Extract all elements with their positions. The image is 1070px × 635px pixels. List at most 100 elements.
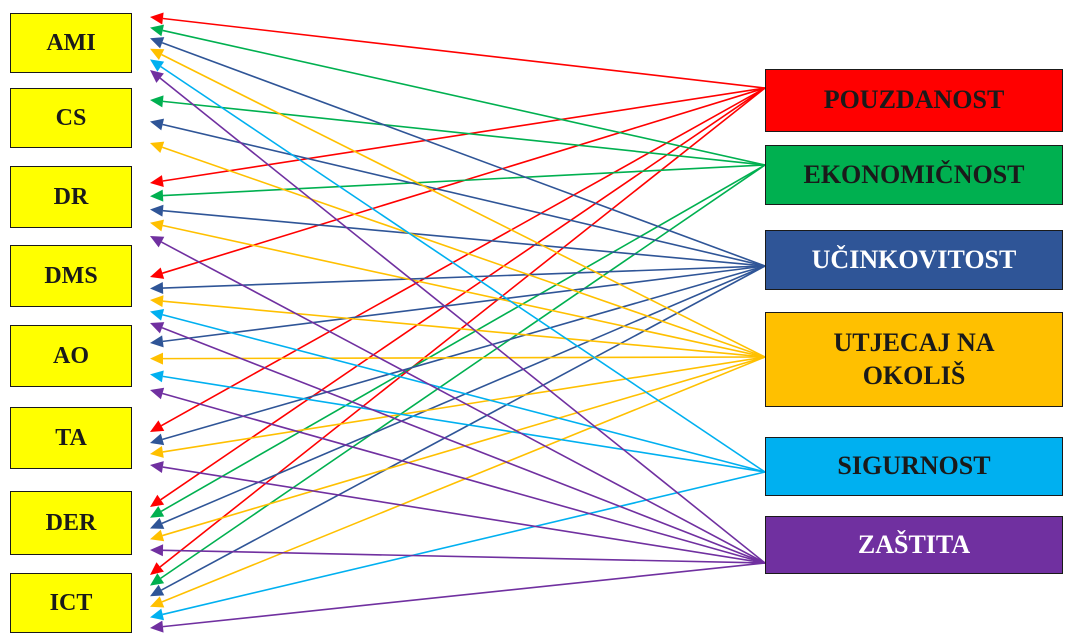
arrow-line bbox=[162, 265, 766, 343]
arrow-line bbox=[161, 53, 766, 358]
arrow-line bbox=[162, 87, 766, 182]
arrow-utjecaj-na-okoliš-to-dr bbox=[150, 219, 766, 358]
arrow-ekonomičnost-to-der bbox=[150, 164, 766, 518]
arrow-pouzdanost-to-ami bbox=[150, 12, 766, 89]
node-label: AMI bbox=[46, 30, 96, 56]
arrowhead-icon bbox=[150, 70, 164, 83]
node-label: DR bbox=[53, 184, 89, 210]
arrow-utjecaj-na-okoliš-to-ta bbox=[150, 356, 766, 458]
arrowhead-icon bbox=[150, 95, 164, 108]
arrow-line bbox=[161, 265, 766, 525]
node-label: UTJECAJ NA OKOLIŠ bbox=[833, 328, 995, 390]
arrow-utjecaj-na-okoliš-to-cs bbox=[150, 141, 766, 358]
arrowhead-icon bbox=[150, 59, 165, 72]
arrow-pouzdanost-to-dr bbox=[150, 87, 766, 187]
arrowhead-icon bbox=[150, 544, 164, 557]
arrow-line bbox=[160, 164, 766, 512]
node-label: POUZDANOST bbox=[823, 85, 1005, 115]
arrowhead-icon bbox=[150, 12, 164, 25]
arrow-pouzdanost-to-ict bbox=[150, 87, 766, 575]
arrowhead-icon bbox=[150, 282, 164, 295]
arrowhead-icon bbox=[150, 295, 164, 308]
arrow-učinkovitost-to-ta bbox=[150, 265, 766, 446]
arrow-zaštita-to-ict bbox=[150, 562, 766, 633]
arrow-sigurnost-to-dms bbox=[150, 308, 766, 473]
node-label: UČINKOVITOST bbox=[811, 244, 1017, 274]
node-ta: TA bbox=[10, 407, 132, 469]
node-label: DMS bbox=[44, 263, 98, 289]
arrow-učinkovitost-to-dms bbox=[150, 265, 766, 295]
arrowhead-icon bbox=[150, 219, 164, 232]
arrow-line bbox=[162, 356, 766, 453]
arrow-učinkovitost-to-ao bbox=[150, 265, 766, 348]
arrow-zaštita-to-der bbox=[150, 544, 766, 564]
arrow-line bbox=[162, 314, 766, 473]
arrowhead-icon bbox=[150, 352, 164, 365]
arrowhead-icon bbox=[150, 562, 164, 575]
arrow-pouzdanost-to-der bbox=[150, 87, 766, 507]
arrow-line bbox=[161, 41, 766, 267]
arrow-zaštita-to-ta bbox=[150, 461, 766, 564]
arrowhead-icon bbox=[150, 620, 164, 633]
arrowhead-icon bbox=[150, 189, 164, 202]
node-ekonomicnost: EKONOMIČNOST bbox=[765, 145, 1063, 205]
arrow-line bbox=[162, 562, 766, 628]
arrow-line bbox=[160, 87, 766, 427]
arrow-line bbox=[159, 87, 766, 568]
node-zastita: ZAŠTITA bbox=[765, 516, 1063, 574]
arrow-utjecaj-na-okoliš-to-ami bbox=[150, 48, 766, 358]
node-ami: AMI bbox=[10, 13, 132, 73]
arrow-line bbox=[162, 471, 766, 616]
arrow-line bbox=[162, 100, 766, 166]
arrowhead-icon bbox=[150, 118, 165, 131]
node-label: ZAŠTITA bbox=[857, 529, 971, 559]
node-label: DER bbox=[45, 510, 97, 536]
node-der: DER bbox=[10, 491, 132, 555]
arrow-line bbox=[162, 209, 766, 267]
node-pouzdanost: POUZDANOST bbox=[765, 69, 1063, 132]
arrowhead-icon bbox=[150, 236, 165, 248]
node-utjecaj-na-okolis: UTJECAJ NA OKOLIŠ bbox=[765, 312, 1063, 407]
node-dr: DR bbox=[10, 166, 132, 228]
arrow-utjecaj-na-okoliš-to-ict bbox=[150, 356, 766, 608]
arrow-line bbox=[162, 146, 766, 358]
arrowhead-icon bbox=[150, 175, 164, 187]
arrow-line bbox=[162, 300, 766, 358]
arrowhead-icon bbox=[150, 433, 165, 446]
arrow-line bbox=[161, 356, 766, 603]
arrow-line bbox=[162, 265, 766, 441]
arrowhead-icon bbox=[150, 37, 165, 49]
arrowhead-icon bbox=[150, 573, 165, 586]
arrow-zaštita-to-ami bbox=[150, 70, 766, 564]
arrow-line bbox=[161, 326, 766, 564]
node-label: EKONOMIČNOST bbox=[803, 159, 1025, 189]
arrow-sigurnost-to-ao bbox=[150, 370, 766, 473]
arrowhead-icon bbox=[150, 204, 164, 217]
arrow-zaštita-to-dr bbox=[150, 236, 766, 564]
node-ao: AO bbox=[10, 325, 132, 387]
arrow-line bbox=[162, 392, 766, 564]
node-sigurnost: SIGURNOST bbox=[765, 437, 1063, 496]
arrow-line bbox=[162, 29, 766, 166]
arrowhead-icon bbox=[150, 608, 165, 621]
arrow-line bbox=[160, 65, 766, 473]
node-label: TA bbox=[55, 425, 87, 451]
node-label: CS bbox=[55, 105, 87, 131]
arrow-sigurnost-to-ict bbox=[150, 471, 766, 621]
arrow-line bbox=[162, 224, 766, 358]
arrow-učinkovitost-to-der bbox=[150, 265, 766, 529]
arrowhead-icon bbox=[150, 322, 165, 334]
node-label: SIGURNOST bbox=[837, 451, 991, 481]
arrow-učinkovitost-to-dr bbox=[150, 204, 766, 267]
arrow-line bbox=[162, 356, 766, 360]
arrowhead-icon bbox=[150, 308, 165, 321]
arrow-line bbox=[162, 375, 766, 473]
arrowhead-icon bbox=[150, 387, 165, 400]
arrowhead-icon bbox=[150, 24, 164, 37]
arrow-line bbox=[159, 77, 766, 564]
node-label: AO bbox=[53, 343, 89, 369]
arrowhead-icon bbox=[150, 494, 165, 507]
arrow-ekonomičnost-to-dr bbox=[150, 164, 766, 202]
arrow-zaštita-to-ao bbox=[150, 387, 766, 564]
